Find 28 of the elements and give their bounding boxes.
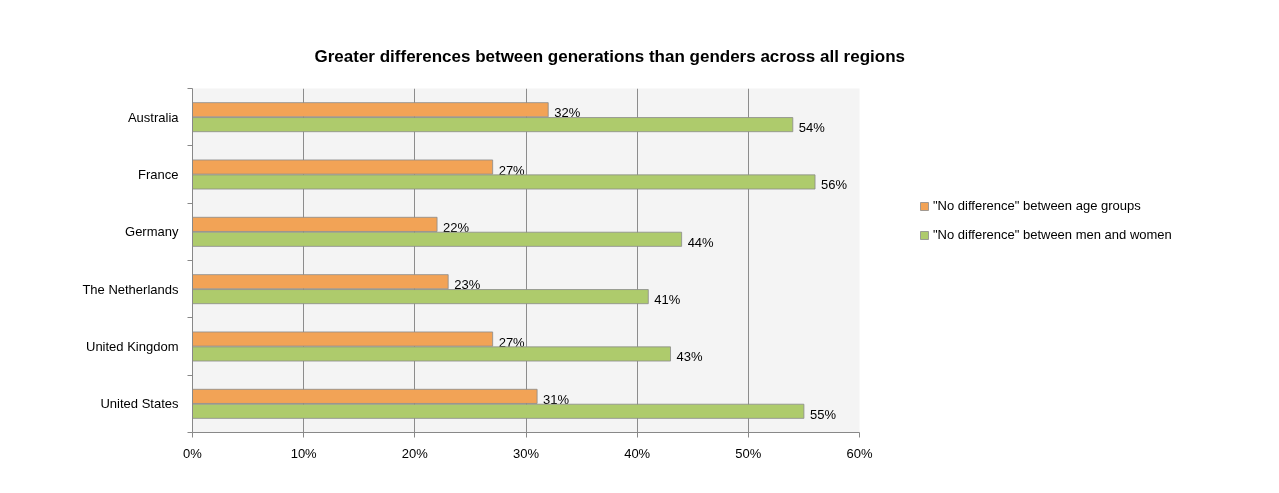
x-tick-label: 10% <box>290 445 318 461</box>
data-label: 56% <box>821 177 848 193</box>
data-label: 32% <box>554 105 581 121</box>
x-tick-label: 60% <box>846 445 873 461</box>
data-label: 31% <box>543 391 570 407</box>
legend-label: "No difference" between men and women <box>933 227 1172 242</box>
y-tick-label: United States <box>100 396 179 412</box>
chart-title: Greater differences between generations than genders across all regions <box>314 46 905 66</box>
data-label: 44% <box>687 234 715 250</box>
y-tick-label: Australia <box>127 109 180 125</box>
data-label: 55% <box>809 406 837 422</box>
x-tick-label: 0% <box>183 445 203 461</box>
data-label: 54% <box>798 120 826 136</box>
x-tick-label: 50% <box>735 445 762 461</box>
data-label: 23% <box>454 277 481 293</box>
x-tick-label: 20% <box>401 445 429 461</box>
x-tick-label: 30% <box>512 445 540 461</box>
y-tick-label: The Netherlands <box>82 281 179 297</box>
y-tick-label: United Kingdom <box>86 339 179 354</box>
y-tick-label: France <box>138 167 179 182</box>
data-label: 43% <box>676 349 703 365</box>
data-label: 41% <box>654 292 681 308</box>
y-tick-label: Germany <box>125 224 179 240</box>
data-label: 22% <box>443 219 470 235</box>
data-label: 27% <box>498 162 526 178</box>
x-tick-label: 40% <box>624 445 651 461</box>
legend-label: "No difference" between age groups <box>933 198 1141 213</box>
data-label: 27% <box>498 334 526 350</box>
